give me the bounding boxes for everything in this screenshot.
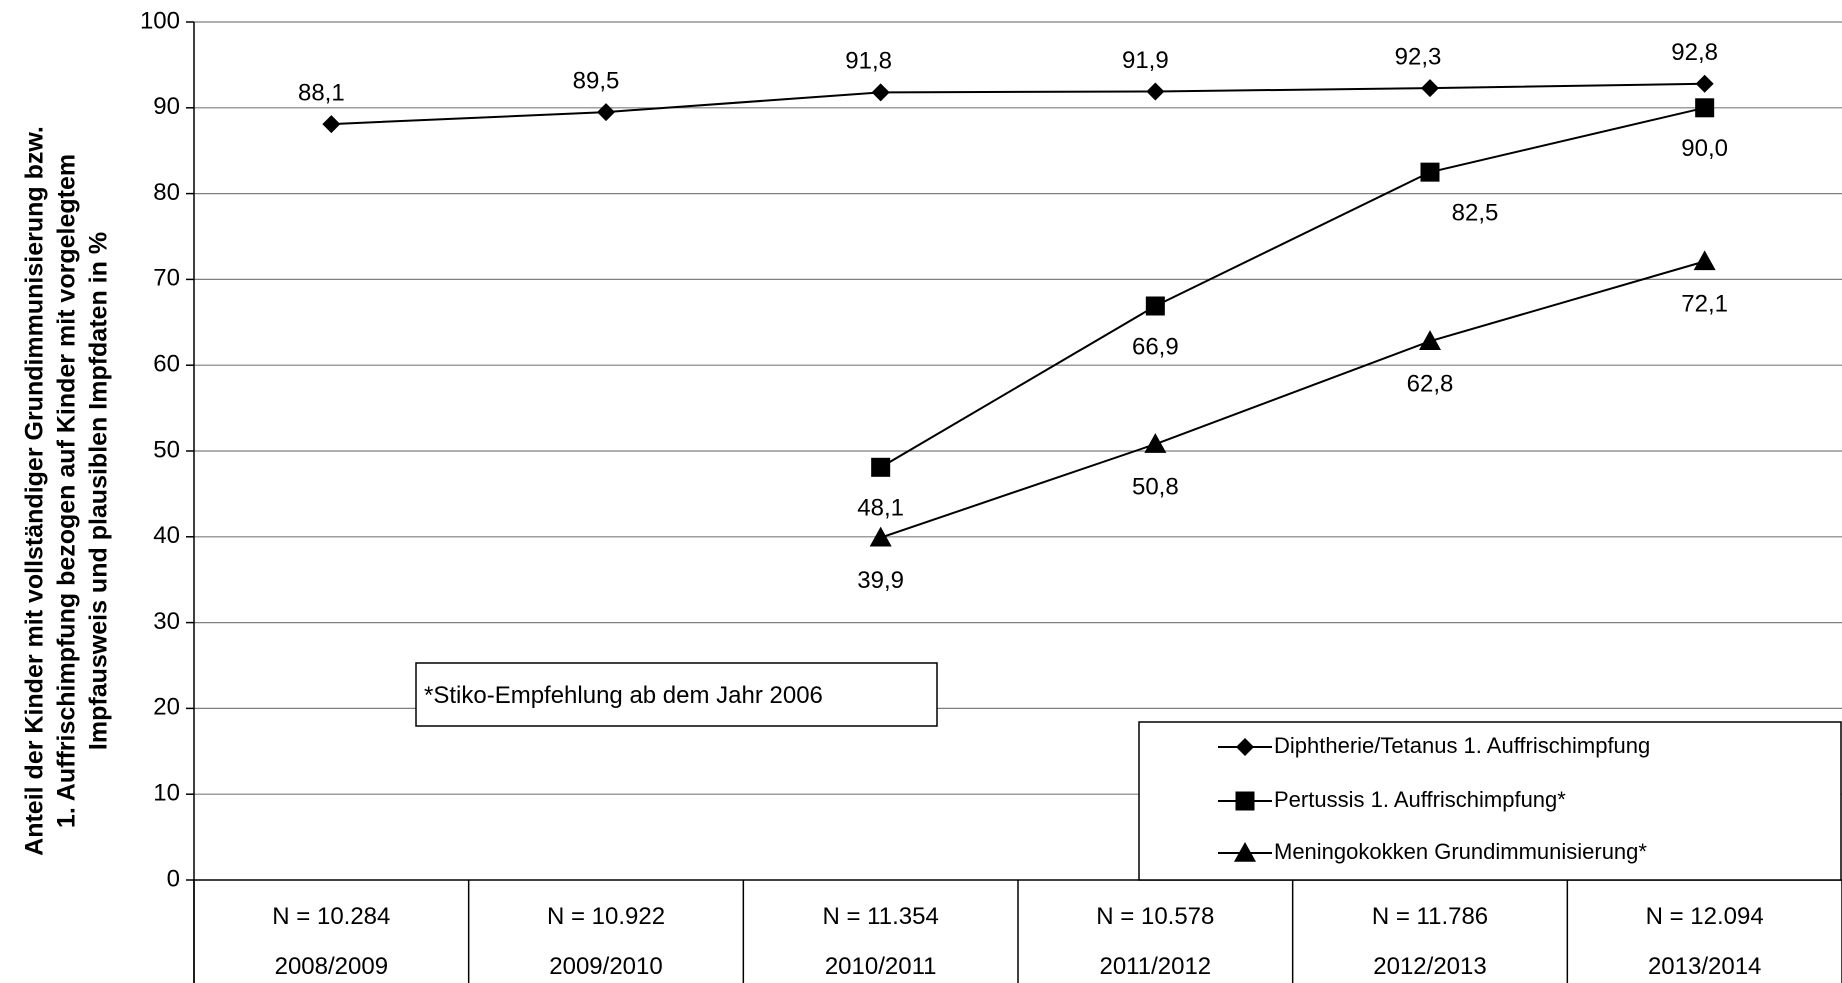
data-point-square [1145,296,1165,316]
series-lines [322,74,1716,547]
data-label: 48,1 [857,495,904,522]
data-label: 50,8 [1132,473,1179,500]
y-axis-label-line: Anteil der Kinder mit vollständiger Grun… [21,126,49,856]
sample-size-label: N = 12.094 [1646,903,1764,930]
data-point-square [871,457,891,477]
data-point-diamond [597,103,615,122]
annotation-text: *Stiko-Empfehlung ab dem Jahr 2006 [424,682,823,709]
data-point-square [1695,98,1715,118]
data-label: 89,5 [573,67,620,94]
legend-entry: Diphtherie/Tetanus 1. Auffrischimpfung [1274,733,1650,758]
x-tick-label: 2013/2014 [1648,953,1761,980]
x-tick-label: 2010/2011 [825,953,937,980]
data-label: 66,9 [1132,333,1179,360]
sample-size-label: N = 10.922 [547,903,665,930]
data-label: 82,5 [1452,199,1499,226]
y-tick-label: 60 [153,351,180,378]
data-point-diamond [322,115,341,134]
y-axis-label: Anteil der Kinder mit vollständiger Grun… [21,126,113,856]
data-point-diamond [871,83,890,102]
y-tick-label: 10 [153,780,180,807]
data-labels: 88,1 89,5 91,8 91,9 92,3 92,8 48,1 66,9 82,5 90,0… [298,39,1728,594]
data-point-triangle [1419,330,1441,350]
data-point-diamond [1421,79,1439,98]
data-label: 72,1 [1681,291,1728,318]
data-point-square [1420,162,1440,182]
y-tick-label: 40 [153,522,180,549]
data-point-triangle [1144,433,1167,453]
data-label: 90,0 [1681,135,1728,162]
y-tick-label: 100 [140,7,180,34]
sample-size-label: N = 10.284 [272,903,390,930]
y-axis-label-line: 1. Auffrischimpfung bezogen auf Kinder m… [53,154,81,828]
y-axis-label-line: Impfausweis und plausiblen Impfdaten in … [85,232,113,750]
series-line-square [880,106,1705,469]
legend-marker-square [1235,791,1255,811]
y-tick-label: 70 [153,265,180,292]
y-tick-label: 30 [153,608,180,635]
series-line-triangle [880,260,1705,539]
y-tick-label: 50 [153,436,180,463]
y-tick-labels: 0 10 20 30 40 50 60 70 80 90 100 [140,7,180,892]
x-tick-label: 2011/2012 [1099,953,1211,980]
sample-size-label: N = 11.354 [823,903,939,930]
category-table: N = 10.284 N = 10.922 N = 11.354 N = 10.578… [193,880,1842,983]
sample-size-label: N = 10.578 [1096,903,1214,930]
data-point-triangle [1693,250,1716,271]
legend-entry: Meningokokken Grundimmunisierung* [1274,839,1647,864]
legend: Diphtherie/Tetanus 1. Auffrischimpfung Pe… [1138,721,1842,881]
data-label: 91,8 [845,48,892,75]
data-label: 88,1 [298,79,345,106]
y-tick-label: 90 [153,93,180,120]
x-tick-label: 2009/2010 [549,953,662,980]
legend-marker-diamond [1236,738,1254,756]
y-tick-label: 20 [153,694,180,721]
data-label: 39,9 [857,567,904,594]
annotation-frame [415,662,938,727]
legend-marker-triangle [1234,842,1256,862]
data-label: 92,3 [1395,43,1442,70]
data-label: 62,8 [1407,371,1454,398]
legend-entry: Pertussis 1. Auffrischimpfung* [1274,787,1566,812]
gridlines [186,21,1842,881]
x-tick-label: 2012/2013 [1373,953,1486,980]
data-label: 91,9 [1122,47,1169,74]
data-point-diamond [1695,74,1714,93]
annotation-box: *Stiko-Empfehlung ab dem Jahr 2006 [415,662,938,727]
y-tick-label: 80 [153,179,180,206]
data-label: 92,8 [1671,39,1718,66]
x-tick-label: 2008/2009 [275,953,388,980]
series-line-diamond [331,82,1705,126]
y-tick-label: 0 [167,865,180,892]
sample-size-label: N = 11.786 [1372,903,1488,930]
data-point-diamond [1146,82,1165,101]
data-point-triangle [869,526,892,547]
